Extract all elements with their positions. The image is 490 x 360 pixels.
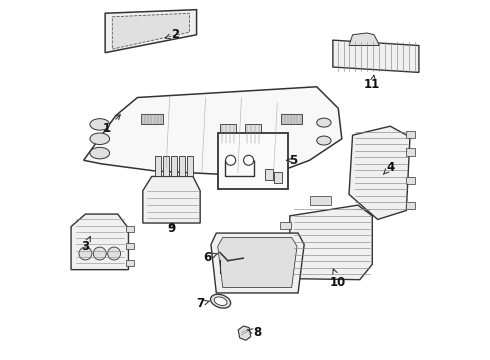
Bar [141,114,163,125]
Circle shape [79,247,92,260]
Circle shape [216,249,223,256]
Circle shape [244,155,254,165]
Circle shape [212,244,228,260]
Bar [280,267,291,274]
Bar [406,177,416,184]
Ellipse shape [214,297,227,306]
Text: 11: 11 [364,75,380,91]
Text: 1: 1 [103,114,120,135]
Ellipse shape [211,294,231,308]
Text: 9: 9 [168,222,175,235]
Text: 2: 2 [165,28,179,41]
Polygon shape [333,40,419,72]
Polygon shape [218,237,297,288]
Polygon shape [349,126,410,220]
Bar [280,244,291,252]
Polygon shape [290,205,372,280]
Bar [126,226,134,232]
Polygon shape [71,214,128,270]
Bar [155,156,161,176]
Polygon shape [105,10,196,53]
Bar [406,131,416,138]
Text: 7: 7 [196,297,210,310]
Bar [406,148,416,156]
Bar [179,156,185,176]
Bar [218,134,288,189]
Polygon shape [238,326,251,340]
Bar [171,156,177,176]
Bar [406,202,416,210]
Bar [126,243,134,249]
Bar [265,169,272,180]
Ellipse shape [90,147,110,159]
Bar [245,125,261,144]
Text: 10: 10 [330,269,346,289]
Polygon shape [84,87,342,175]
Polygon shape [112,13,190,49]
Polygon shape [143,176,200,223]
Bar [126,260,134,266]
Bar [281,114,302,125]
Text: 6: 6 [203,251,217,264]
Text: 4: 4 [383,161,394,174]
Ellipse shape [90,133,110,144]
Text: 3: 3 [81,237,90,253]
Bar [280,222,291,229]
Bar [274,172,282,183]
Polygon shape [349,33,379,45]
Ellipse shape [317,118,331,127]
Ellipse shape [317,136,331,145]
Ellipse shape [90,119,110,130]
Bar [220,125,236,144]
Bar [187,156,193,176]
Circle shape [93,247,106,260]
Bar [163,156,169,176]
Circle shape [108,247,121,260]
Polygon shape [211,233,304,293]
Circle shape [225,155,236,165]
Text: 8: 8 [247,326,262,339]
Bar [310,196,331,205]
Text: 5: 5 [287,154,297,167]
